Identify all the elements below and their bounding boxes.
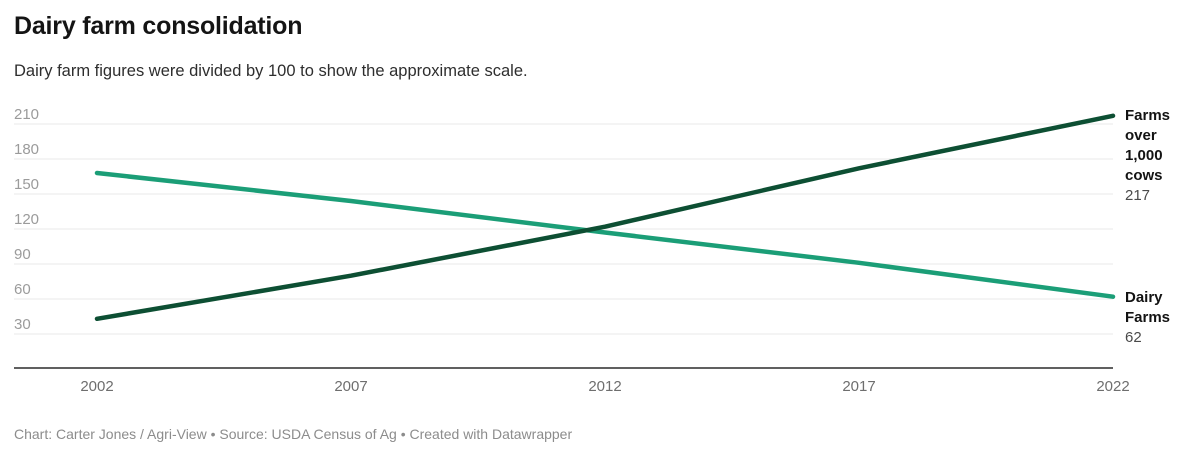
series-label-text: Farms over 1,000 cows bbox=[1125, 107, 1171, 184]
page-title: Dairy farm consolidation bbox=[14, 12, 303, 40]
y-tick-label: 210 bbox=[14, 106, 39, 123]
series-label-farms-over-1000-cows: Farms over 1,000 cows 217 bbox=[1125, 106, 1189, 206]
x-tick-label: 2002 bbox=[80, 378, 113, 395]
x-tick-label: 2017 bbox=[842, 378, 875, 395]
chart-credit: Chart: Carter Jones / Agri-View • Source… bbox=[14, 426, 573, 442]
chart-subtitle: Dairy farm figures were divided by 100 t… bbox=[14, 62, 528, 80]
series-label-dairy-farms: Dairy Farms 62 bbox=[1125, 288, 1189, 348]
y-tick-label: 180 bbox=[14, 141, 39, 158]
y-tick-label: 150 bbox=[14, 176, 39, 193]
series-line-farms-over-1-000-cows bbox=[94, 113, 1116, 322]
x-tick-label: 2012 bbox=[588, 378, 621, 395]
y-tick-label: 60 bbox=[14, 281, 31, 298]
series-end-value: 217 bbox=[1125, 187, 1151, 204]
y-tick-label: 120 bbox=[14, 211, 39, 228]
y-tick-label: 30 bbox=[14, 316, 31, 333]
x-tick-label: 2007 bbox=[334, 378, 367, 395]
series-end-value: 62 bbox=[1125, 329, 1142, 346]
series-label-text: Dairy Farms bbox=[1125, 289, 1171, 326]
y-tick-label: 90 bbox=[14, 246, 31, 263]
series-line-dairy-farms bbox=[94, 170, 1116, 299]
x-tick-label: 2022 bbox=[1096, 378, 1129, 395]
